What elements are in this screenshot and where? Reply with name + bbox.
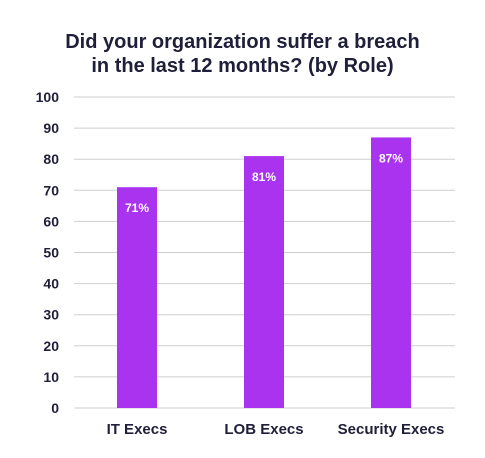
y-tick-label: 10 <box>43 369 59 385</box>
y-tick-label: 100 <box>36 89 60 105</box>
chart-title-line-1: Did your organization suffer a breach <box>65 31 420 53</box>
y-tick-label: 70 <box>43 182 59 198</box>
chart-title-line-2: in the last 12 months? (by Role) <box>91 55 394 77</box>
y-tick-label: 30 <box>43 307 59 323</box>
y-axis-ticks: 0 10 20 30 40 50 60 70 80 90 100 <box>36 89 60 416</box>
y-tick-label: 50 <box>43 245 59 261</box>
bars <box>117 137 411 408</box>
y-tick-label: 0 <box>51 400 59 416</box>
x-category-label: LOB Execs <box>224 421 303 438</box>
x-category-label: Security Execs <box>338 421 445 438</box>
x-axis-categories: IT Execs LOB Execs Security Execs <box>107 421 445 438</box>
data-label: 81% <box>252 170 276 184</box>
bar <box>117 187 157 408</box>
x-category-label: IT Execs <box>107 421 168 438</box>
bar <box>371 137 411 408</box>
chart-title: Did your organization suffer a breach in… <box>0 30 485 78</box>
y-tick-label: 80 <box>43 151 59 167</box>
data-label: 87% <box>379 151 403 165</box>
y-tick-label: 90 <box>43 120 59 136</box>
y-tick-label: 60 <box>43 213 59 229</box>
y-tick-label: 40 <box>43 276 59 292</box>
bar <box>244 156 284 408</box>
data-label: 71% <box>125 201 149 215</box>
data-labels: 71% 81% 87% <box>125 151 403 215</box>
y-tick-label: 20 <box>43 338 59 354</box>
